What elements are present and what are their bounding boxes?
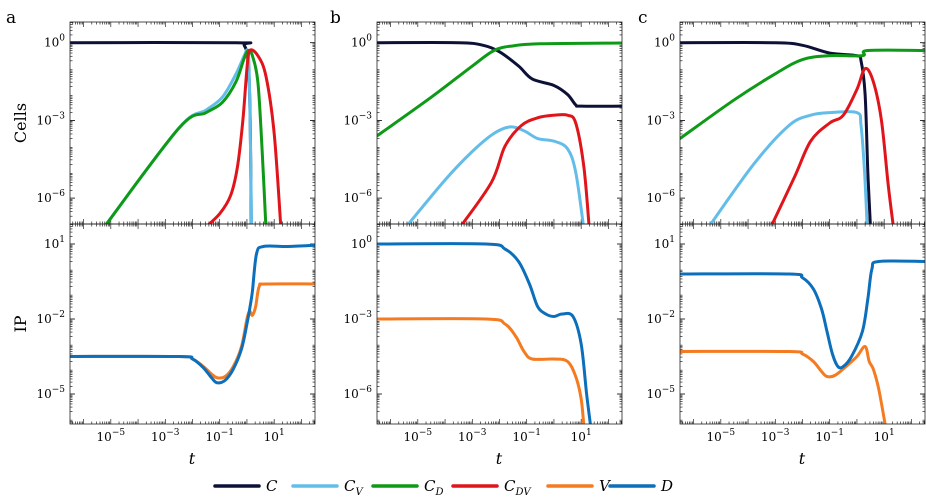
series-line-c-v bbox=[406, 125, 585, 224]
series-line-d bbox=[377, 242, 592, 424]
x-tick-label: 10−5 bbox=[707, 428, 736, 444]
legend-label: C bbox=[266, 477, 278, 495]
legend: C CV CD CDV V D bbox=[213, 477, 673, 498]
minor-ticks-b-ip bbox=[377, 224, 622, 424]
y-tick-label: 100 bbox=[351, 34, 372, 50]
y-tick-label: 10−6 bbox=[343, 189, 372, 205]
y-tick-label: 10−3 bbox=[36, 111, 65, 127]
x-tick-label: 10−3 bbox=[151, 428, 180, 444]
series-group-b-cells bbox=[377, 41, 622, 224]
minor-ticks-c-cells bbox=[680, 22, 925, 224]
x-tick-label: 101 bbox=[571, 428, 592, 444]
series-line-c-v bbox=[709, 110, 869, 224]
y-tick-label: 101 bbox=[44, 235, 65, 251]
chart-b-cells: 100 10−3 10−6 bbox=[343, 21, 623, 225]
x-axis-label-b: t bbox=[496, 449, 503, 468]
legend-label: CDV bbox=[504, 477, 532, 498]
series-line-c-v bbox=[104, 48, 254, 224]
x-tick-label: 10−3 bbox=[761, 428, 790, 444]
y-tick-label: 10−3 bbox=[343, 111, 372, 127]
y-tick-label: 10−5 bbox=[646, 385, 675, 401]
y-tick-label: 10−6 bbox=[36, 189, 65, 205]
series-line-c-d bbox=[680, 48, 925, 141]
legend-item-c-dv: CDV bbox=[451, 477, 532, 498]
x-axis-label-c: t bbox=[799, 449, 806, 468]
series-group-a-cells bbox=[70, 41, 283, 224]
legend-item-c-v: CV bbox=[291, 477, 364, 498]
minor-ticks-a-ip bbox=[70, 224, 315, 424]
y-tick-label: 100 bbox=[351, 235, 372, 251]
panel-letter-b: b bbox=[330, 8, 341, 28]
x-tick-label: 101 bbox=[874, 428, 895, 444]
y-tick-label: 10−5 bbox=[36, 385, 65, 401]
series-line-v bbox=[680, 345, 887, 424]
series-line-c bbox=[680, 41, 872, 224]
y-tick-label: 10−3 bbox=[646, 111, 675, 127]
y-tick-label: 10−6 bbox=[646, 189, 675, 205]
panels: 100 10−3 10−6 100 10−3 10−6 100 10−3 10−6 101 10−2… bbox=[36, 21, 926, 444]
series-line-v bbox=[70, 282, 315, 380]
plot-frame bbox=[679, 223, 926, 425]
minor-ticks-a-cells bbox=[70, 22, 315, 224]
y-tick-label: 100 bbox=[44, 34, 65, 50]
y-tick-label: 10−2 bbox=[646, 310, 675, 326]
plot-frame bbox=[69, 223, 316, 425]
chart-c-ip: 101 10−2 10−5 10−5 10−3 10−1 101 bbox=[646, 223, 926, 444]
legend-label: D bbox=[660, 477, 673, 495]
minor-ticks-c-ip bbox=[680, 224, 925, 424]
y-tick-label: 10−2 bbox=[36, 310, 65, 326]
series-line-v bbox=[377, 317, 586, 424]
x-tick-label: 101 bbox=[264, 428, 285, 444]
panel-letter-a: a bbox=[6, 8, 16, 28]
series-line-c-d bbox=[104, 48, 268, 224]
plot-frame bbox=[376, 223, 623, 425]
series-line-c bbox=[70, 41, 253, 224]
panel-letter-c: c bbox=[638, 8, 648, 28]
series-line-c-d bbox=[377, 41, 622, 138]
y-tick-label: 10−3 bbox=[343, 310, 372, 326]
legend-label: CD bbox=[424, 477, 444, 498]
y-tick-label: 10−6 bbox=[343, 385, 372, 401]
x-tick-label: 10−1 bbox=[205, 428, 234, 444]
series-line-c-dv bbox=[460, 113, 591, 224]
legend-item-d: D bbox=[608, 477, 673, 495]
chart-c-cells: 100 10−3 10−6 bbox=[646, 21, 926, 225]
series-group-c-cells bbox=[680, 41, 925, 224]
y-tick-label: 101 bbox=[654, 235, 675, 251]
series-line-c bbox=[377, 41, 622, 108]
x-tick-label: 10−3 bbox=[458, 428, 487, 444]
series-line-c-dv bbox=[770, 66, 895, 224]
series-group-b-ip bbox=[377, 242, 592, 424]
legend-item-v: V bbox=[546, 477, 612, 495]
x-tick-label: 10−1 bbox=[815, 428, 844, 444]
row-label-cells: Cells bbox=[11, 103, 30, 143]
legend-item-c-d: CD bbox=[371, 477, 444, 498]
legend-label: CV bbox=[344, 477, 364, 498]
series-line-c-dv bbox=[206, 48, 283, 224]
series-group-c-ip bbox=[680, 259, 925, 424]
chart-a-ip: 101 10−2 10−5 10−5 10−3 10−1 101 bbox=[36, 223, 316, 444]
legend-item-c: C bbox=[213, 477, 278, 495]
x-axis-label-a: t bbox=[189, 449, 196, 468]
y-tick-label: 100 bbox=[654, 34, 675, 50]
series-line-d bbox=[70, 243, 315, 385]
legend-label: V bbox=[599, 477, 612, 495]
chart-a-cells: 100 10−3 10−6 bbox=[36, 21, 316, 225]
x-tick-label: 10−1 bbox=[512, 428, 541, 444]
series-group-a-ip bbox=[70, 243, 315, 385]
row-label-ip: IP bbox=[11, 315, 30, 332]
x-tick-label: 10−5 bbox=[97, 428, 126, 444]
series-line-d bbox=[680, 259, 925, 370]
x-tick-label: 10−5 bbox=[404, 428, 433, 444]
chart-b-ip: 100 10−3 10−6 10−5 10−3 10−1 101 bbox=[343, 223, 623, 444]
